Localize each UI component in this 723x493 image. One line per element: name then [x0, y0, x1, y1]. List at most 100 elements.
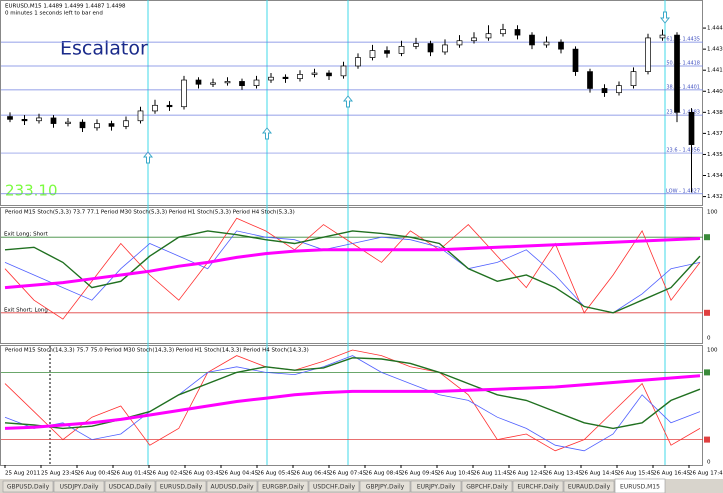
time-label: 25 Aug 23:45 [41, 471, 79, 477]
y-tick-label: 1.4340 [707, 173, 723, 179]
stoch-line [4, 355, 701, 452]
tab[interactable]: USDCAD,Daily [104, 480, 156, 493]
y-tick-label: 1.4430 [707, 47, 723, 53]
tab-shape [104, 480, 156, 493]
tab-label: GBPJPY,Daily [366, 484, 405, 491]
tab-label: USDCAD,Daily [109, 484, 152, 491]
candle-body [311, 72, 318, 75]
time-label: 26 Aug 16:45 [653, 471, 691, 477]
time-label: 26 Aug 10:45 [437, 471, 475, 477]
candle-body [268, 76, 274, 81]
panel-frames [0, 0, 703, 466]
candle-body [152, 104, 158, 112]
candle-body [282, 76, 289, 79]
tab-label: USDJPY,Daily [60, 484, 99, 491]
indicator-header: Period M15 Stoch(5,3,3) 73.7 77.1 Period… [5, 210, 295, 216]
tab[interactable]: GBPJPY,Daily [359, 480, 411, 493]
candle-body [413, 43, 419, 47]
tab-shape [155, 480, 207, 493]
candle-body [50, 117, 57, 124]
tab[interactable]: EURCHF,Daily [512, 480, 564, 493]
candle-body [616, 85, 622, 94]
candle-body [94, 123, 100, 129]
down-arrow [659, 11, 671, 24]
candle-body [558, 41, 564, 50]
up-arrow [142, 151, 154, 164]
tab-label: EURCHF,Daily [517, 484, 559, 491]
candle-body [384, 50, 390, 54]
y-tick-label: 1.4415 [707, 68, 723, 74]
stoch-line [4, 374, 701, 430]
tab-shape [359, 480, 411, 493]
candle-body [340, 65, 347, 77]
time-label: 26 Aug 02:45 [149, 471, 187, 477]
tab[interactable]: USDJPY,Daily [53, 480, 105, 493]
candle-body [659, 34, 666, 39]
fib-label: LOW - 1.4327 [666, 188, 700, 194]
tab-label: EURJPY,Daily [417, 484, 456, 491]
tab[interactable]: GBPUSD,Daily [2, 480, 54, 493]
level-label: Exit Short; Long [4, 307, 48, 313]
tab[interactable]: EURJPY,Daily [410, 480, 462, 493]
candle-body [456, 40, 463, 46]
time-label: 26 Aug 15:45 [617, 471, 655, 477]
candle-body [529, 34, 535, 46]
candle-body [442, 44, 448, 53]
fib-label: 23.6 - 1.4356 [666, 148, 700, 154]
time-label: 26 Aug 01:45 [113, 471, 151, 477]
candle-body [645, 37, 651, 72]
candle-body [630, 71, 637, 87]
candle-body [500, 29, 506, 35]
candle-body [674, 34, 680, 113]
candle-body [587, 71, 593, 89]
fib-label: 38.2 - 1.4401 [666, 84, 700, 90]
tab-label: EURAUD,Daily [568, 484, 611, 491]
time-label: 26 Aug 14:45 [581, 471, 619, 477]
time-label: 26 Aug 06:45 [293, 471, 331, 477]
time-label: 26 Aug 03:45 [185, 471, 223, 477]
tab[interactable]: USDCHF,Daily [308, 480, 360, 493]
fib-label: 50.0 - 1.4418 [666, 60, 700, 66]
level-label: Exit Long; Short [4, 232, 49, 238]
tab[interactable]: EURUSD,Daily [155, 480, 207, 493]
price-frame [0, 0, 703, 206]
candle-body [601, 88, 608, 94]
level-marker [704, 309, 710, 316]
up-arrow [342, 95, 354, 108]
candle-body [108, 123, 115, 127]
symbol-line: EURUSD,M15 1.4489 1.4499 1.4487 1.4498 [5, 4, 126, 10]
candle-body [210, 82, 216, 85]
indicator-frame [0, 345, 703, 466]
tab[interactable]: EURAUD,Daily [563, 480, 615, 493]
time-label: 25 Aug 2011 [5, 471, 40, 477]
tab[interactable]: AUDUSD,Daily [206, 480, 258, 493]
level-marker [704, 436, 710, 443]
time-label: 26 Aug 11:45 [473, 471, 511, 477]
y-tick-label: 0 [707, 460, 711, 466]
candle-body [253, 79, 260, 87]
fib-label: 61.8 - 1.4435 [666, 37, 700, 43]
y-tick-label: 1.4400 [707, 89, 723, 95]
y-tick-label: 1.4385 [707, 110, 723, 116]
level-marker [704, 369, 710, 376]
y-tick-label: 1.4325 [707, 194, 723, 200]
tab[interactable]: GBPCHF,Daily [461, 480, 513, 493]
candle-body [195, 79, 202, 85]
candle-body [79, 121, 86, 129]
indicator-name: Escalator [60, 38, 148, 60]
tab-label: EURGBP,Daily [262, 484, 304, 491]
candle-body [543, 41, 550, 46]
indicator-value: 233.10 [5, 182, 58, 200]
time-label: 26 Aug 07:45 [329, 471, 367, 477]
stoch-line [4, 230, 701, 314]
time-label: 26 Aug 17:45 [689, 471, 723, 477]
tab[interactable]: EURUSD,M15 [614, 478, 666, 493]
candle-body [7, 116, 13, 120]
time-label: 26 Aug 04:45 [221, 471, 259, 477]
tab[interactable]: EURGBP,Daily [257, 480, 309, 493]
tab-shape [206, 480, 258, 493]
tab-shape [308, 480, 360, 493]
level-marker [704, 234, 710, 241]
